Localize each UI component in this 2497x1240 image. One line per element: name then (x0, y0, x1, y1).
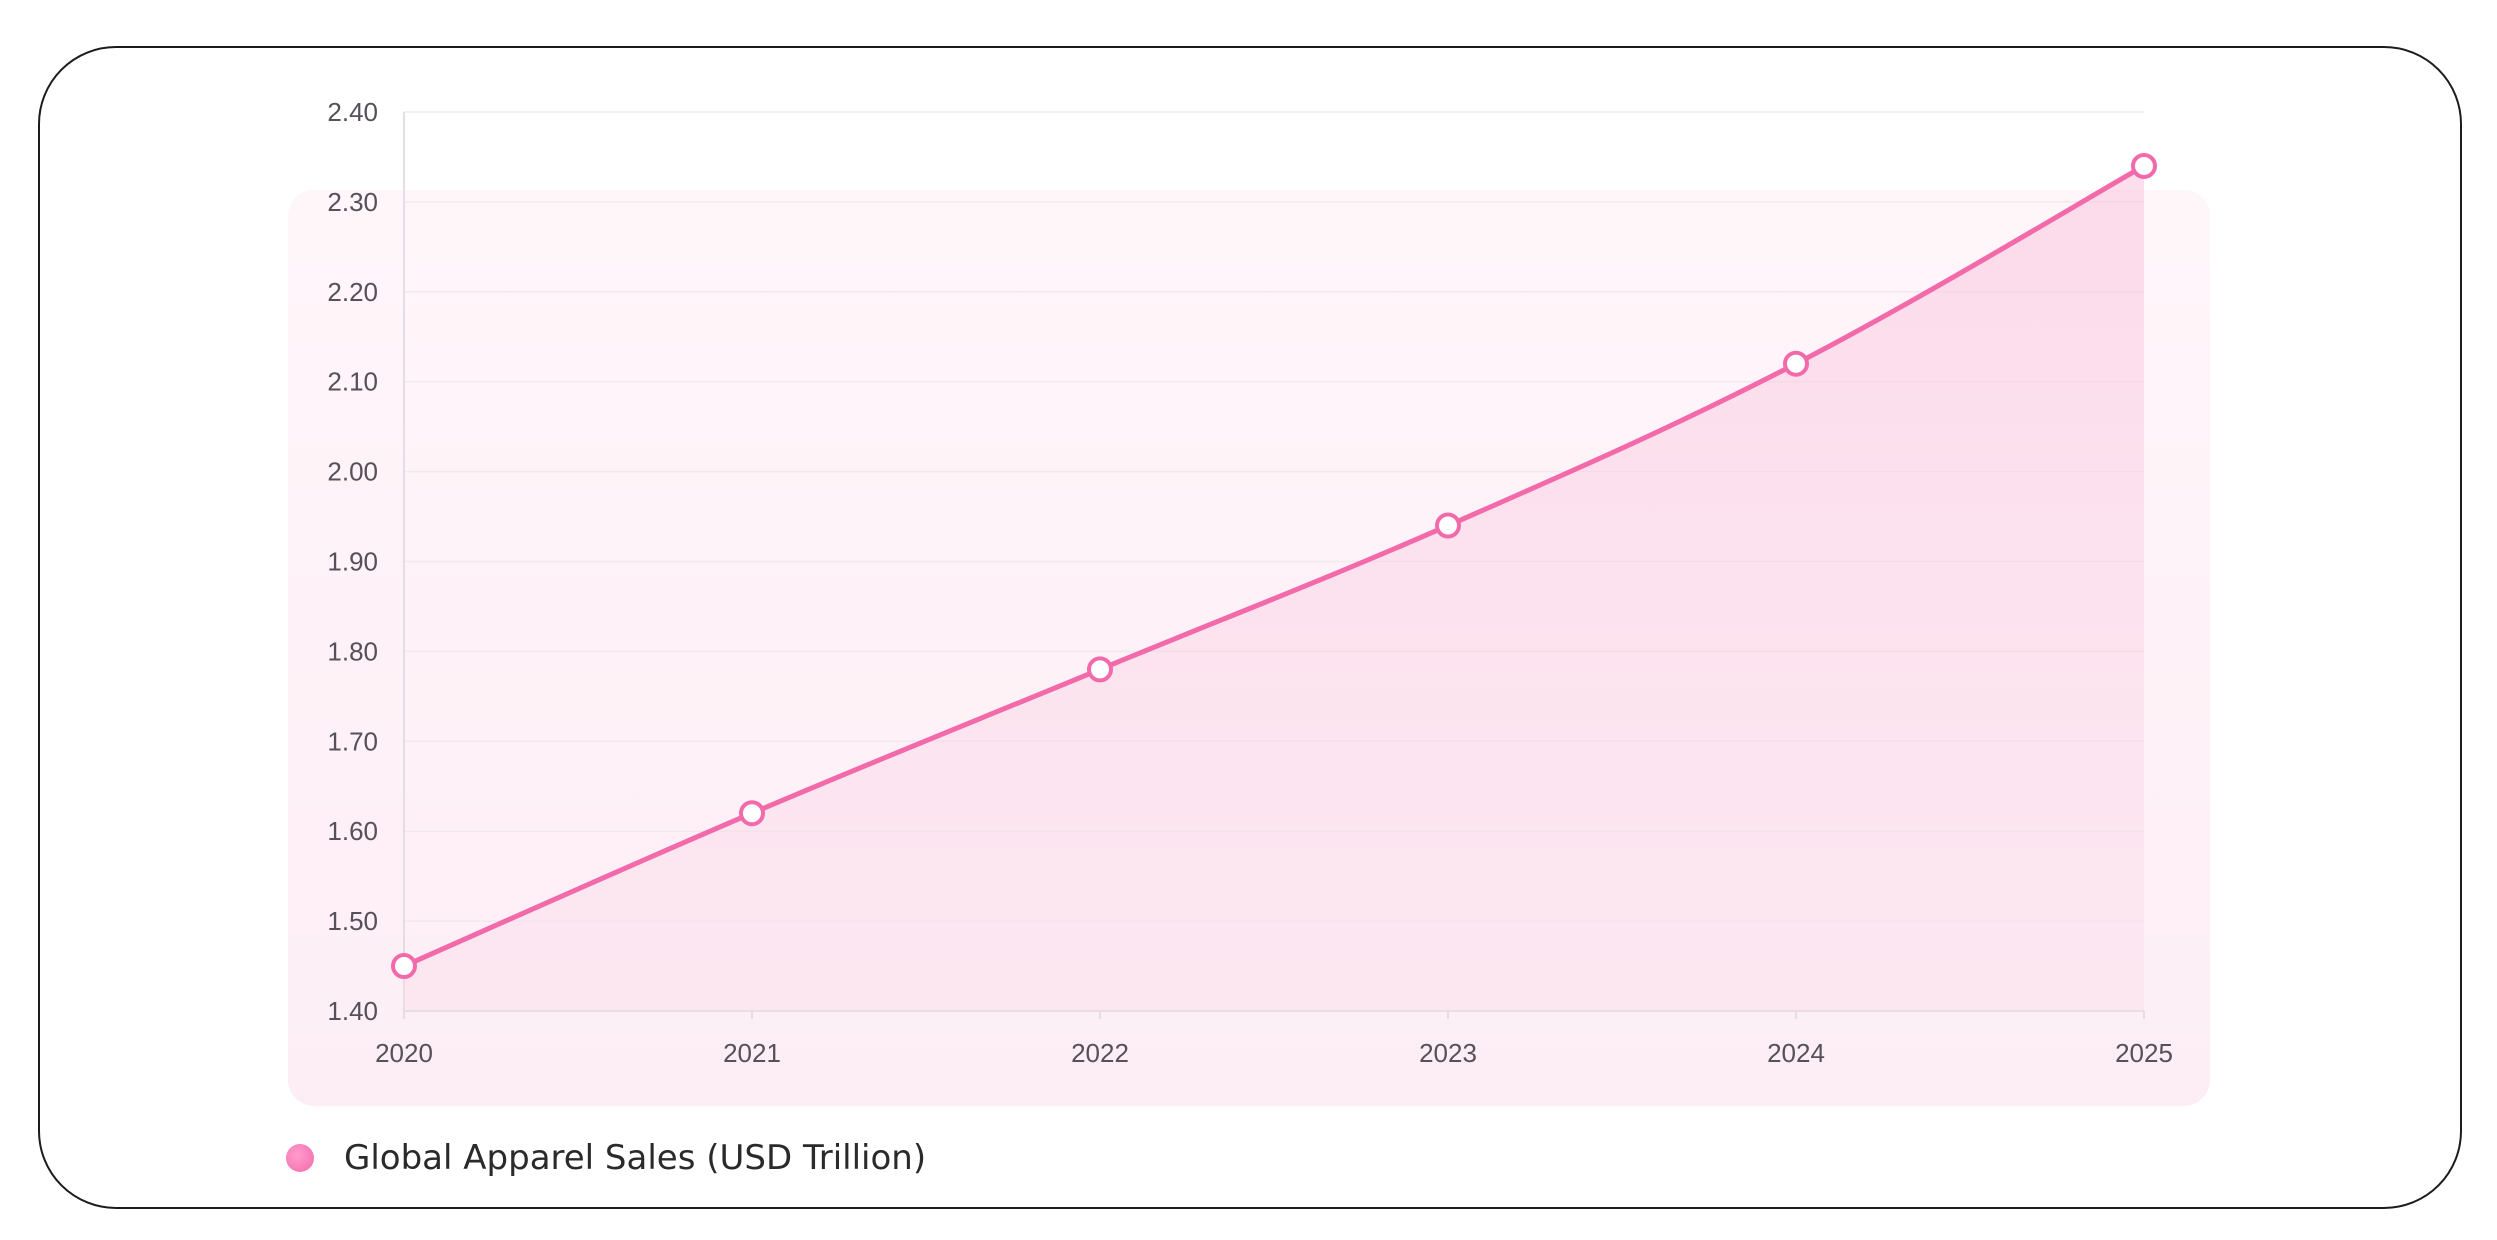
data-point-2023[interactable] (1435, 512, 1461, 539)
y-tick-label: 1.50 (327, 906, 378, 936)
data-point-2020[interactable] (391, 953, 417, 980)
y-tick-label: 1.40 (327, 996, 378, 1026)
area-fill-layer (404, 165, 2144, 1011)
series-line-layer (401, 163, 2147, 969)
legend-label: Global Apparel Sales (USD Trillion) (344, 1138, 927, 1178)
y-tick-label: 2.40 (327, 97, 378, 127)
y-tick-label: 1.90 (327, 547, 378, 577)
y-tick-label: 1.60 (327, 816, 378, 846)
data-point-2022[interactable] (1087, 656, 1113, 683)
data-point-2021[interactable] (739, 800, 765, 827)
x-tick-label: 2020 (375, 1038, 433, 1068)
x-tick-label: 2025 (2115, 1038, 2173, 1068)
y-tick-label: 2.00 (327, 457, 378, 487)
data-points (391, 152, 2157, 980)
y-tick-label: 2.10 (327, 367, 378, 397)
data-point-2025[interactable] (2131, 152, 2157, 179)
y-axis-tick-labels: 1.40 1.50 1.60 1.70 1.80 1.90 2.00 2.10 2.20 2.30… (327, 97, 378, 1026)
x-axis-tick-labels: 2020 2021 2022 2023 2024 2025 (375, 1038, 2173, 1068)
x-tick-label: 2021 (723, 1038, 781, 1068)
y-tick-label: 1.70 (327, 726, 378, 756)
series-line (401, 163, 2147, 969)
x-tick-label: 2023 (1419, 1038, 1477, 1068)
y-tick-label: 1.80 (327, 636, 378, 666)
x-tick-label: 2024 (1767, 1038, 1825, 1068)
legend-swatch (286, 1144, 314, 1172)
y-tick-label: 2.20 (327, 277, 378, 307)
data-point-2024[interactable] (1783, 350, 1809, 377)
x-tick-label: 2022 (1071, 1038, 1129, 1068)
series-area-fill (404, 165, 2144, 1011)
legend[interactable]: Global Apparel Sales (USD Trillion) (286, 1138, 926, 1178)
y-tick-label: 2.30 (327, 187, 378, 217)
